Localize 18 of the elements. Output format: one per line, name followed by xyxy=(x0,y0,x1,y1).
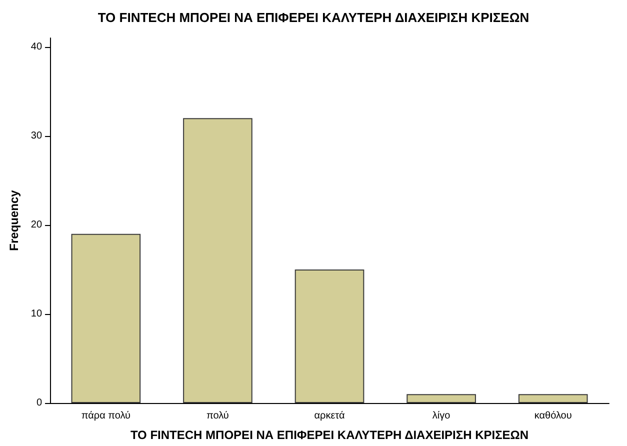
bar xyxy=(183,118,252,403)
y-axis-title: Frequency xyxy=(7,190,21,251)
y-tick-label: 40 xyxy=(30,41,42,52)
bar xyxy=(406,394,476,403)
x-tick-label: καθόλου xyxy=(534,410,572,422)
x-tick-label: πολύ xyxy=(206,410,229,422)
x-tick-label: αρκετά xyxy=(314,410,345,422)
x-tick-label: λίγο xyxy=(432,410,451,422)
x-tick-label: πάρα πολύ xyxy=(81,410,130,422)
x-axis-title: ΤΟ FINTECH ΜΠΟΡΕΙ ΝΑ ΕΠΙΦΕΡΕΙ ΚΑΛΥΤΕΡΗ ΔΙΑΧΕΙΡΙΣΗ ΚΡΙΣΕΩΝ xyxy=(130,428,529,442)
chart-title: ΤΟ FINTECH ΜΠΟΡΕΙ ΝΑ ΕΠΙΦΕΡΕΙ ΚΑΛΥΤΕΡΗ ΔΙΑΧΕΙΡΙΣΗ ΚΡΙΣΕΩΝ xyxy=(98,10,530,25)
bar xyxy=(71,234,141,403)
bar xyxy=(294,269,364,403)
y-tick-label: 30 xyxy=(30,130,42,142)
y-tick-label: 20 xyxy=(30,219,42,230)
bar xyxy=(518,394,588,403)
y-tick-label: 10 xyxy=(30,308,42,320)
y-tick-label: 0 xyxy=(36,398,42,408)
